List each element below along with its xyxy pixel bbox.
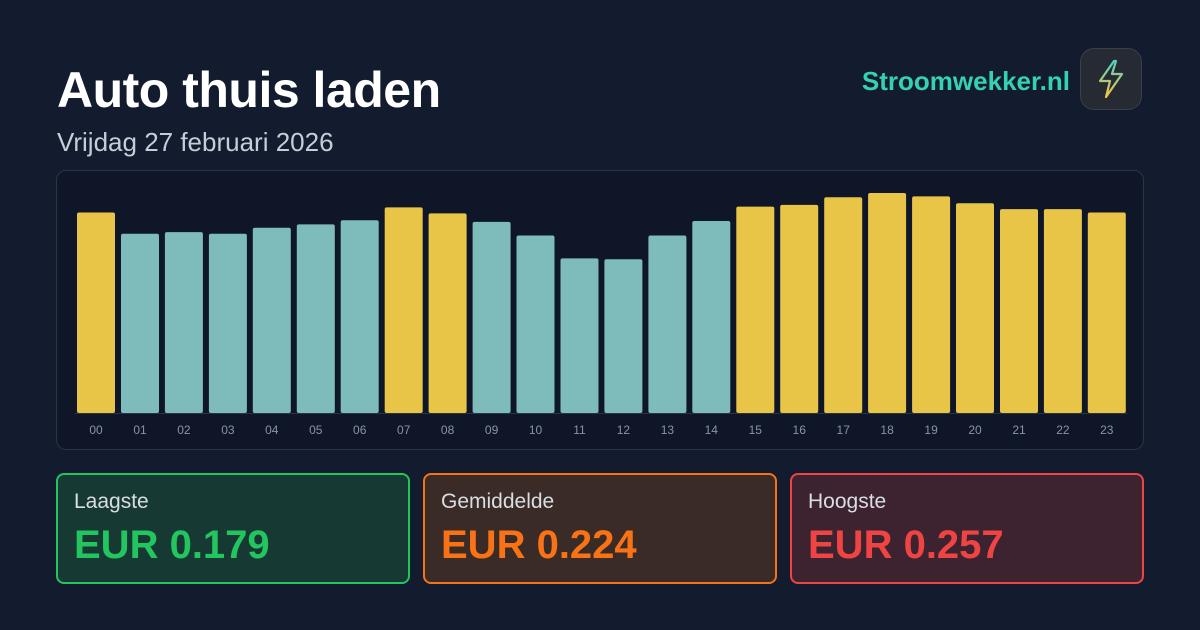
bar-hour-10[interactable] bbox=[516, 235, 555, 414]
x-tick-label: 03 bbox=[221, 423, 235, 437]
highest-price-label: Hoogste bbox=[808, 490, 887, 513]
x-tick-label: 04 bbox=[265, 423, 279, 437]
bar-hour-15[interactable] bbox=[736, 206, 775, 413]
bar-hour-06[interactable] bbox=[340, 220, 379, 413]
bar-hour-23[interactable] bbox=[1087, 212, 1126, 414]
bar-hour-09[interactable] bbox=[472, 221, 511, 413]
bar-hour-04[interactable] bbox=[252, 227, 291, 413]
bar-hour-20[interactable] bbox=[956, 203, 994, 413]
x-tick-label: 08 bbox=[441, 423, 455, 437]
x-tick-label: 18 bbox=[880, 423, 894, 437]
average-price-card: Gemiddelde EUR 0.224 bbox=[423, 473, 777, 584]
x-tick-label: 21 bbox=[1012, 423, 1026, 437]
average-price-value: EUR 0.224 bbox=[441, 523, 637, 567]
x-tick-label: 00 bbox=[89, 423, 103, 437]
x-tick-label: 22 bbox=[1056, 423, 1070, 437]
x-tick-label: 12 bbox=[617, 423, 631, 437]
bar-hour-14[interactable] bbox=[692, 221, 731, 413]
x-tick-label: 19 bbox=[924, 423, 938, 437]
bar-hour-16[interactable] bbox=[780, 204, 819, 413]
average-price-label: Gemiddelde bbox=[441, 490, 555, 513]
bar-hour-19[interactable] bbox=[912, 196, 951, 413]
bar-hour-03[interactable] bbox=[208, 233, 247, 413]
x-tick-label: 10 bbox=[529, 423, 543, 437]
page-title: Auto thuis laden bbox=[57, 62, 441, 118]
x-tick-label: 09 bbox=[485, 423, 499, 437]
x-tick-label: 06 bbox=[353, 423, 367, 437]
x-tick-label: 05 bbox=[309, 423, 323, 437]
lowest-price-value: EUR 0.179 bbox=[74, 523, 270, 567]
bar-hour-12[interactable] bbox=[604, 259, 643, 413]
bar-hour-17[interactable] bbox=[824, 197, 863, 413]
bar-hour-00[interactable] bbox=[77, 212, 115, 414]
lightning-bolt-icon bbox=[1098, 59, 1124, 99]
x-tick-label: 17 bbox=[837, 423, 851, 437]
price-bar-chart: 00 01 02 03 04 05 06 07 08 09 10 11 12 13 14 15 16 17 18 19… bbox=[75, 193, 1127, 437]
x-tick-label: 20 bbox=[968, 423, 982, 437]
x-tick-label: 11 bbox=[573, 423, 586, 437]
bar-hour-13[interactable] bbox=[648, 235, 687, 414]
bar-hour-07[interactable] bbox=[384, 207, 423, 413]
page-subtitle: Vrijdag 27 februari 2026 bbox=[57, 127, 334, 157]
x-tick-label: 13 bbox=[661, 423, 675, 437]
lowest-price-card: Laagste EUR 0.179 bbox=[56, 473, 410, 584]
x-tick-label: 01 bbox=[133, 423, 147, 437]
bar-hour-05[interactable] bbox=[296, 224, 335, 413]
x-tick-label: 16 bbox=[793, 423, 807, 437]
brand-name[interactable]: Stroomwekker.nl bbox=[861, 66, 1070, 96]
lowest-price-label: Laagste bbox=[74, 490, 149, 513]
highest-price-card: Hoogste EUR 0.257 bbox=[790, 473, 1144, 584]
bar-hour-01[interactable] bbox=[121, 233, 159, 413]
bar-hour-11[interactable] bbox=[560, 258, 599, 413]
x-tick-label: 23 bbox=[1100, 423, 1114, 437]
brand-logo[interactable] bbox=[1080, 48, 1142, 110]
x-tick-label: 14 bbox=[705, 423, 719, 437]
bar-hour-22[interactable] bbox=[1043, 209, 1082, 413]
x-tick-label: 02 bbox=[177, 423, 191, 437]
highest-price-value: EUR 0.257 bbox=[808, 523, 1004, 567]
bar-hour-02[interactable] bbox=[164, 232, 203, 413]
bar-hour-21[interactable] bbox=[1000, 209, 1038, 413]
x-tick-label: 15 bbox=[749, 423, 763, 437]
bar-hour-08[interactable] bbox=[428, 213, 467, 413]
x-tick-label: 07 bbox=[397, 423, 411, 437]
price-chart: 00 01 02 03 04 05 06 07 08 09 10 11 12 13 14 15 16 17 18 19… bbox=[56, 170, 1144, 450]
bar-hour-18[interactable] bbox=[868, 193, 907, 413]
